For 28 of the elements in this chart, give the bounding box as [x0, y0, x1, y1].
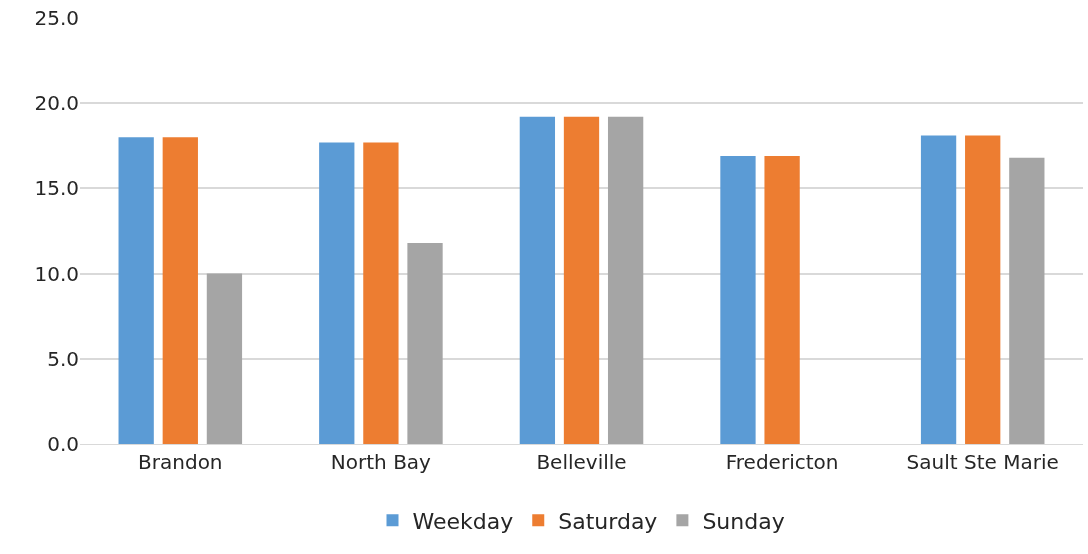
y-tick-label: 20.0 [34, 91, 79, 116]
x-tick-label: Belleville [536, 450, 627, 474]
bar [563, 116, 600, 444]
legend-label: Weekday [412, 508, 514, 534]
x-tick-label: North Bay [330, 450, 432, 474]
y-tick-label: 15.0 [34, 176, 79, 201]
bar [965, 135, 1001, 444]
legend-label: Saturday [558, 508, 658, 534]
x-tick-label: Fredericton [725, 450, 839, 474]
bar [607, 116, 644, 444]
bar [118, 137, 154, 444]
bar [519, 116, 556, 444]
y-tick-label: 25.0 [34, 6, 79, 30]
bar [1009, 157, 1045, 444]
y-tick-label: 0.0 [47, 432, 79, 456]
bar [720, 156, 756, 444]
y-tick-label: 10.0 [34, 261, 79, 286]
x-tick-label: Brandon [138, 450, 223, 474]
bar [319, 142, 355, 444]
bar [764, 156, 800, 444]
y-tick-label: 5.0 [47, 346, 79, 371]
bar [162, 137, 198, 444]
legend-label: Sunday [702, 508, 785, 534]
bar [407, 242, 443, 444]
x-tick-label: Sault Ste Marie [906, 450, 1059, 474]
bar [363, 142, 399, 444]
bar [920, 135, 957, 444]
bar [206, 273, 243, 444]
